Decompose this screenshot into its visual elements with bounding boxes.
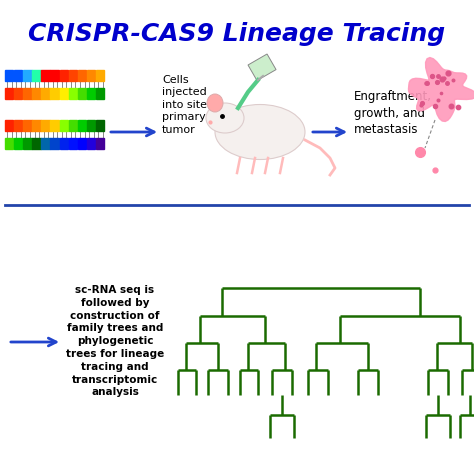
Bar <box>78 88 86 99</box>
Bar <box>60 137 68 149</box>
Bar <box>96 120 104 131</box>
Bar <box>50 137 59 149</box>
Bar <box>41 137 50 149</box>
Polygon shape <box>409 57 474 121</box>
Bar <box>96 88 104 99</box>
Bar <box>23 70 32 81</box>
Bar <box>32 88 41 99</box>
Bar <box>69 137 77 149</box>
Bar <box>87 120 95 131</box>
Bar <box>87 70 95 81</box>
Text: sc-RNA seq is
followed by
construction of
family trees and
phylogenetic
trees fo: sc-RNA seq is followed by construction o… <box>66 285 164 397</box>
Bar <box>32 137 41 149</box>
Bar <box>96 70 104 81</box>
Bar <box>5 120 13 131</box>
Bar <box>96 137 104 149</box>
Bar <box>69 120 77 131</box>
Bar <box>50 88 59 99</box>
Bar <box>78 137 86 149</box>
Bar <box>78 70 86 81</box>
Bar <box>5 70 13 81</box>
Bar <box>14 88 22 99</box>
Bar <box>14 70 22 81</box>
Bar <box>60 70 68 81</box>
Bar <box>87 137 95 149</box>
Ellipse shape <box>215 104 305 159</box>
Bar <box>41 120 50 131</box>
Bar <box>248 54 276 81</box>
Bar <box>50 70 59 81</box>
Bar <box>32 120 41 131</box>
Ellipse shape <box>207 94 223 112</box>
Ellipse shape <box>206 103 244 133</box>
Bar <box>78 120 86 131</box>
Bar <box>23 137 32 149</box>
Bar <box>14 120 22 131</box>
Bar <box>69 88 77 99</box>
Text: Engraftment,
growth, and
metastasis: Engraftment, growth, and metastasis <box>354 90 432 136</box>
Bar <box>50 120 59 131</box>
Bar <box>41 88 50 99</box>
Bar <box>60 88 68 99</box>
Bar <box>23 120 32 131</box>
Bar <box>60 120 68 131</box>
Text: Cells
injected
into site of
primary
tumor: Cells injected into site of primary tumo… <box>162 75 221 135</box>
Bar <box>32 70 41 81</box>
Bar <box>5 137 13 149</box>
Bar <box>5 88 13 99</box>
Bar <box>41 70 50 81</box>
Bar <box>69 70 77 81</box>
Bar <box>14 137 22 149</box>
Bar <box>23 88 32 99</box>
Text: CRISPR-CAS9 Lineage Tracing: CRISPR-CAS9 Lineage Tracing <box>28 22 446 46</box>
Bar <box>87 88 95 99</box>
